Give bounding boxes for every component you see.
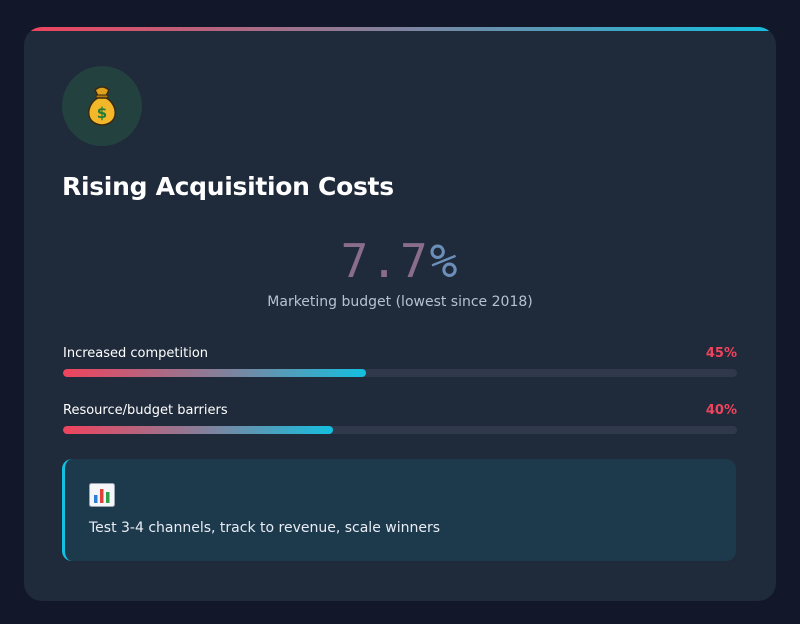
stat-caption: Marketing budget (lowest since 2018) <box>267 294 533 310</box>
card-title: Rising Acquisition Costs <box>62 172 394 201</box>
metric-percent: 45% <box>705 346 737 361</box>
stat-value: 7.7% <box>24 234 776 288</box>
progress-fill <box>63 426 333 434</box>
metric-label: Resource/budget barriers <box>63 403 228 418</box>
bar-chart-icon <box>89 483 115 507</box>
tip-callout: Test 3-4 channels, track to revenue, sca… <box>62 459 736 561</box>
card-accent-stripe <box>24 27 776 31</box>
icon-circle: $ <box>62 66 142 146</box>
metric-label: Increased competition <box>63 346 209 361</box>
progress-fill <box>63 369 367 377</box>
stat-number: 7.7 <box>340 234 430 288</box>
progress-track <box>63 426 737 434</box>
svg-text:$: $ <box>97 104 107 122</box>
money-bag-icon: $ <box>88 86 116 126</box>
stat-unit: % <box>429 234 460 288</box>
metric-percent: 40% <box>705 403 737 418</box>
insight-card: $ Rising Acquisition Costs 7.7% Marketin… <box>24 27 776 601</box>
progress-track <box>63 369 737 377</box>
tip-text: Test 3-4 channels, track to revenue, sca… <box>89 520 441 536</box>
